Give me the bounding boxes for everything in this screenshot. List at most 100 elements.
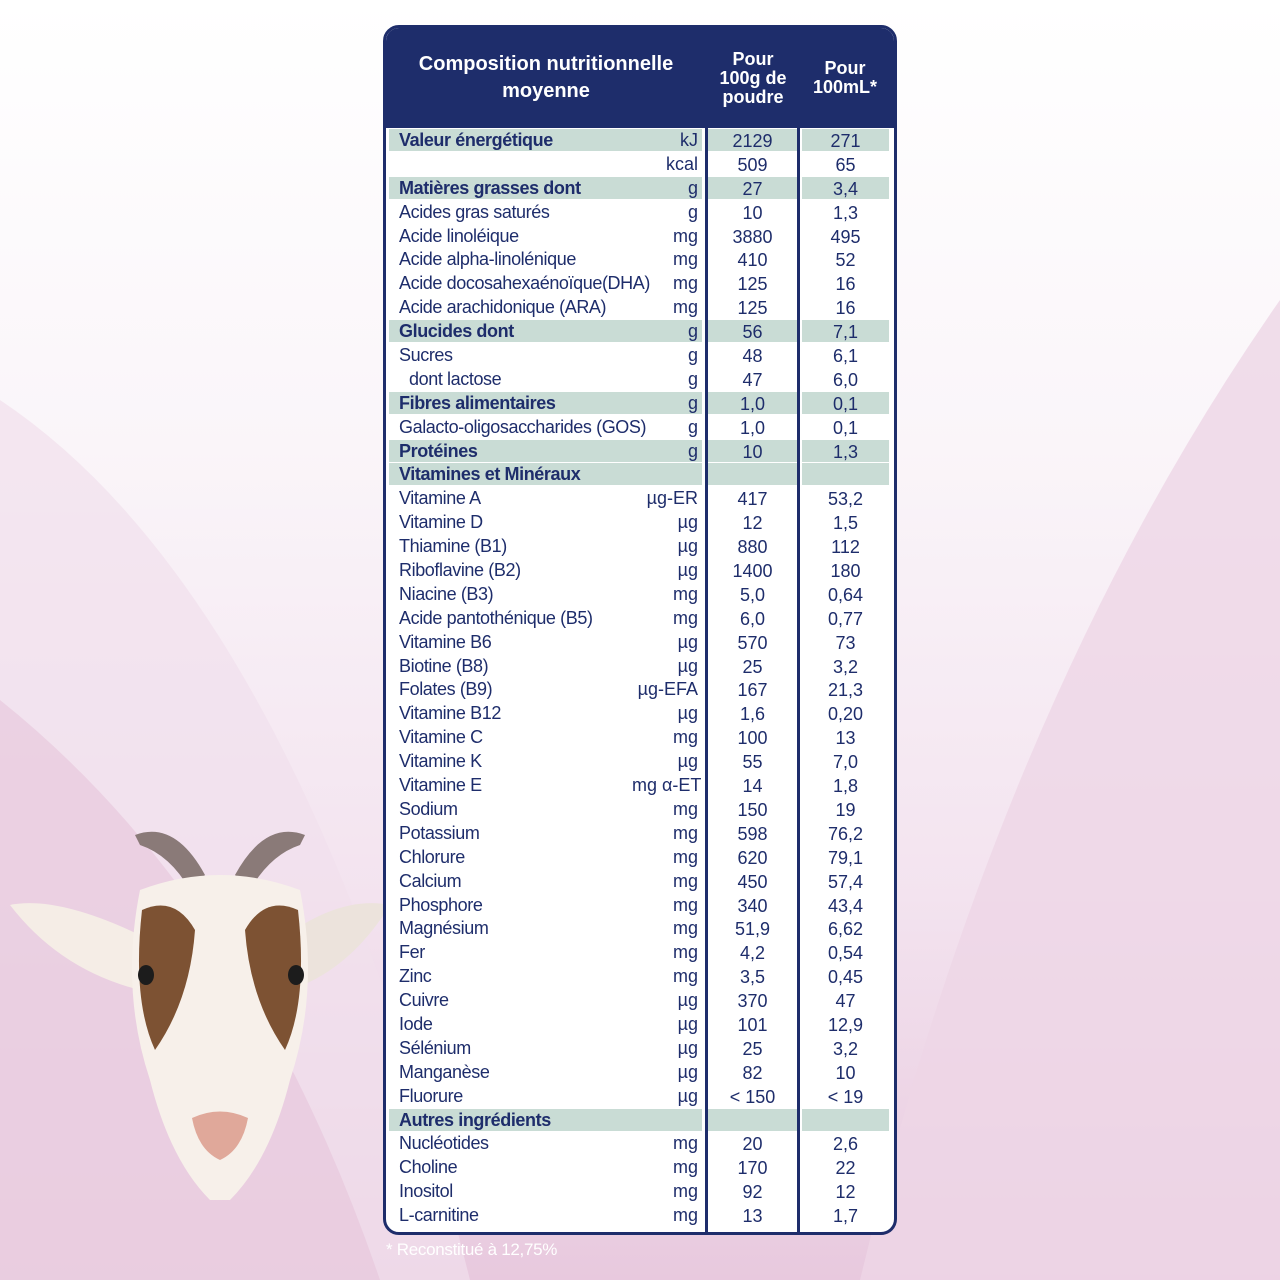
- nutrient-unit: mg: [672, 1205, 698, 1226]
- nutrient-name: Cuivre: [399, 990, 449, 1011]
- value-per-100g: 417: [737, 489, 768, 510]
- nutrient-unit: mg: [672, 894, 698, 915]
- table-row: Fluorure µg < 150 < 19: [386, 1084, 894, 1108]
- nutrient-unit: g: [632, 320, 702, 343]
- value-per-100g: 100: [737, 728, 768, 749]
- nutrient-unit: mg: [672, 727, 698, 748]
- value-per-100ml: 12: [835, 1182, 856, 1203]
- value-per-100ml: [802, 463, 889, 486]
- nutrient-unit: µg: [677, 1013, 698, 1034]
- value-per-100g: [708, 1108, 797, 1131]
- value-per-100g: 6,0: [739, 608, 766, 629]
- value-per-100ml: 6,0: [832, 369, 859, 390]
- value-per-100g: 170: [737, 1158, 768, 1179]
- value-per-100ml: 2,6: [832, 1134, 859, 1155]
- table-row: Acide linoléique mg 3880 495: [386, 224, 894, 248]
- nutrient-name: Acide alpha-linolénique: [399, 249, 576, 270]
- table-row: Sélénium µg 25 3,2: [386, 1036, 894, 1060]
- nutrient-unit: mg: [672, 942, 698, 963]
- nutrient-name: Biotine (B8): [399, 655, 489, 676]
- value-per-100g: 56: [708, 320, 797, 343]
- table-row: dont lactose g 47 6,0: [386, 367, 894, 391]
- value-per-100ml: 3,2: [832, 656, 859, 677]
- nutrient-name: Vitamine B12: [399, 703, 501, 724]
- value-per-100ml: 43,4: [827, 895, 864, 916]
- value-per-100g: 370: [737, 991, 768, 1012]
- table-row: Vitamine E mg α-ET 14 1,8: [386, 773, 894, 797]
- table-row: Manganèse µg 82 10: [386, 1060, 894, 1084]
- nutrient-unit: g: [687, 201, 698, 222]
- nutrient-unit: µg: [677, 655, 698, 676]
- value-per-100g: 3,5: [739, 967, 766, 988]
- value-per-100ml: [802, 1108, 889, 1131]
- value-per-100g: < 150: [729, 1086, 776, 1107]
- value-per-100ml: 47: [835, 991, 856, 1012]
- value-per-100ml: 271: [802, 129, 889, 151]
- value-per-100g: 5,0: [739, 584, 766, 605]
- table-row: Riboflavine (B2) µg 1400 180: [386, 558, 894, 582]
- nutrient-name: Calcium: [399, 870, 462, 891]
- value-per-100g: 3880: [732, 226, 773, 247]
- column-divider: [797, 128, 800, 1232]
- table-row: Protéines g 10 1,3: [386, 439, 894, 463]
- value-per-100ml: 3,4: [802, 176, 889, 199]
- nutrient-unit: mg: [672, 225, 698, 246]
- value-per-100ml: 16: [835, 298, 856, 319]
- nutrient-name: dont lactose: [409, 368, 502, 389]
- nutrient-name: Vitamine B6: [399, 631, 492, 652]
- value-per-100ml: 19: [835, 799, 856, 820]
- nutrient-unit: mg: [672, 822, 698, 843]
- value-per-100ml: 12,9: [827, 1014, 864, 1035]
- nutrient-name: Fibres alimentaires: [389, 391, 632, 414]
- nutrient-name: Phosphore: [399, 894, 483, 915]
- value-per-100ml: 57,4: [827, 871, 864, 892]
- nutrient-name: Matières grasses dont: [389, 176, 632, 199]
- goat-illustration: [10, 831, 390, 1200]
- value-per-100g: 1,6: [739, 704, 766, 725]
- nutrient-unit: µg: [677, 536, 698, 557]
- table-row: Fibres alimentaires g 1,0 0,1: [386, 391, 894, 415]
- table-row: Potassium mg 598 76,2: [386, 821, 894, 845]
- nutrient-name: Glucides dont: [389, 320, 632, 343]
- value-per-100ml: < 19: [827, 1086, 864, 1107]
- value-per-100g: 48: [742, 346, 763, 367]
- nutrient-unit: mg: [672, 846, 698, 867]
- table-row: Sucres g 48 6,1: [386, 343, 894, 367]
- value-per-100ml: 0,64: [827, 584, 864, 605]
- value-per-100ml: 1,7: [832, 1206, 859, 1227]
- value-per-100g: 101: [737, 1014, 768, 1035]
- table-row: Vitamine K µg 55 7,0: [386, 749, 894, 773]
- nutrient-unit: µg: [677, 631, 698, 652]
- nutrient-name: Vitamine K: [399, 751, 482, 772]
- value-per-100g: 150: [737, 799, 768, 820]
- nutrient-name: Galacto-oligosaccharides (GOS): [399, 416, 647, 437]
- table-row: Vitamine B12 µg 1,6 0,20: [386, 701, 894, 725]
- table-header: Composition nutritionnelle moyenne Pour …: [386, 28, 894, 128]
- value-per-100g: 25: [742, 656, 763, 677]
- table-row: Vitamine D µg 12 1,5: [386, 510, 894, 534]
- value-per-100ml: 10: [835, 1062, 856, 1083]
- value-per-100g: 14: [742, 776, 763, 797]
- nutrient-name: Vitamine E: [399, 775, 482, 796]
- nutrient-unit: µg: [677, 1037, 698, 1058]
- nutrient-name: Inositol: [399, 1181, 453, 1202]
- nutrient-unit: µg: [677, 1061, 698, 1082]
- value-per-100ml: 1,3: [802, 439, 889, 462]
- table-row: Vitamine C mg 100 13: [386, 725, 894, 749]
- nutrient-unit: mg: [672, 918, 698, 939]
- table-row: Glucides dont g 56 7,1: [386, 319, 894, 343]
- nutrient-name: Acide linoléique: [399, 225, 519, 246]
- table-row: Inositol mg 92 12: [386, 1179, 894, 1203]
- table-row: Autres ingrédients: [386, 1108, 894, 1132]
- table-row: Acide alpha-linolénique mg 410 52: [386, 247, 894, 271]
- nutrient-name: L-carnitine: [399, 1205, 479, 1226]
- value-per-100ml: 65: [835, 154, 856, 175]
- nutrient-name: Autres ingrédients: [389, 1108, 632, 1131]
- value-per-100ml: 1,3: [832, 202, 859, 223]
- value-per-100g: 509: [737, 154, 768, 175]
- value-per-100ml: 0,1: [832, 417, 859, 438]
- table-row: Sodium mg 150 19: [386, 797, 894, 821]
- table-row: Vitamine B6 µg 570 73: [386, 630, 894, 654]
- value-per-100g: 880: [737, 537, 768, 558]
- nutrient-name: Zinc: [399, 966, 432, 987]
